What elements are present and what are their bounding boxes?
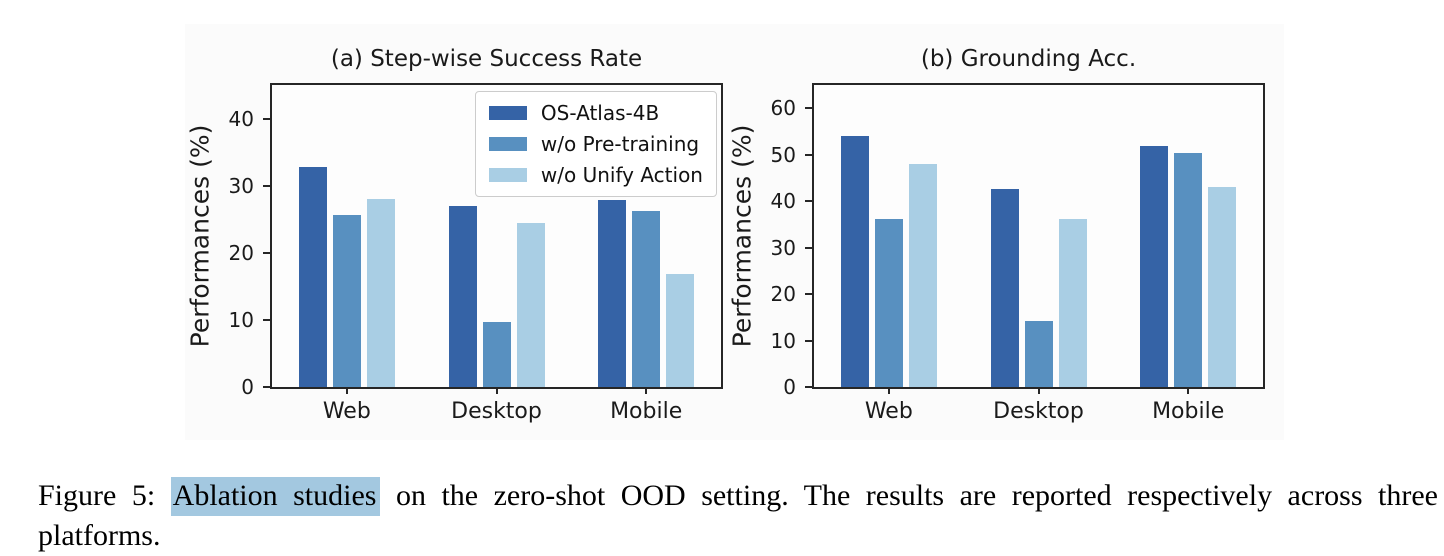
- y-tick-mark: [805, 293, 812, 296]
- figure-canvas: (a) Step-wise Success Rate Performances …: [185, 24, 1284, 440]
- legend-swatch-os-atlas-4b: [488, 106, 527, 120]
- chart-title: (a) Step-wise Success Rate: [330, 46, 643, 72]
- bar-group-mobile: [1113, 85, 1263, 387]
- y-tick-label: 30: [770, 235, 796, 260]
- bar-group-web: [814, 85, 964, 387]
- figure-caption: Figure 5: Ablation studies on the zero-s…: [38, 476, 1438, 556]
- y-tick-mark: [263, 386, 270, 388]
- x-tick-label-web: Web: [864, 399, 913, 424]
- x-tick-label-desktop: Desktop: [451, 399, 542, 424]
- bar-w-o-unify-action-web: [366, 199, 395, 387]
- x-tick-mark: [345, 387, 348, 394]
- legend-label: w/o Unify Action: [540, 163, 703, 187]
- caption-prefix: Figure 5:: [38, 479, 171, 512]
- legend-item: w/o Unify Action: [488, 163, 703, 187]
- y-tick-mark: [263, 184, 270, 187]
- bar-group-mobile: [571, 85, 721, 387]
- y-tick-mark: [805, 200, 812, 203]
- y-tick-mark: [263, 251, 270, 254]
- x-tick-mark: [495, 387, 498, 394]
- bar-group-desktop: [964, 85, 1114, 387]
- x-tick-label-web: Web: [322, 399, 371, 424]
- bar-os-atlas-4b-mobile: [598, 200, 627, 387]
- y-tick-label: 10: [770, 328, 796, 353]
- caption-highlight: Ablation studies: [170, 477, 381, 516]
- legend-label: OS-Atlas-4B: [540, 101, 660, 125]
- x-tick-mark: [887, 387, 890, 394]
- bar-w-o-unify-action-mobile: [1208, 186, 1237, 387]
- chart-grounding-acc: (b) Grounding Acc. Performances (%) 0 10 2…: [728, 46, 1265, 424]
- y-tick-mark: [805, 246, 812, 249]
- bar-groups: [814, 85, 1263, 387]
- bar-os-atlas-4b-desktop: [990, 189, 1019, 387]
- y-tick-mark: [263, 117, 270, 120]
- x-tick-mark: [1187, 387, 1190, 394]
- bar-w-o-unify-action-mobile: [666, 274, 695, 387]
- bar-w-o-pre-training-mobile: [1174, 152, 1203, 387]
- legend: OS-Atlas-4B w/o Pre-training w/o Unify Act…: [474, 91, 717, 197]
- bar-group-desktop: [422, 85, 572, 387]
- bar-group-web: [272, 85, 422, 387]
- caption-suffix: on the zero-shot OOD setting. The result…: [38, 479, 1438, 552]
- x-tick-mark: [645, 387, 648, 394]
- y-tick-label: 50: [770, 142, 796, 167]
- y-tick-mark: [805, 339, 812, 342]
- y-tick-mark: [263, 318, 270, 321]
- bar-w-o-pre-training-desktop: [482, 321, 511, 387]
- y-tick-label: 0: [783, 375, 796, 399]
- bar-w-o-pre-training-desktop: [1024, 321, 1053, 387]
- legend-swatch-w-o-unify-action: [488, 168, 527, 182]
- bar-w-o-pre-training-web: [332, 215, 361, 387]
- y-tick-label: 0: [241, 375, 254, 399]
- y-tick-label: 20: [228, 240, 254, 265]
- legend-label: w/o Pre-training: [540, 132, 700, 156]
- bar-os-atlas-4b-mobile: [1140, 145, 1169, 387]
- bar-w-o-pre-training-mobile: [632, 211, 661, 387]
- bar-w-o-unify-action-desktop: [516, 222, 545, 387]
- y-tick-mark: [805, 153, 812, 156]
- x-tick-label-desktop: Desktop: [993, 399, 1084, 424]
- legend-item: w/o Pre-training: [488, 132, 703, 156]
- x-tick-mark: [1037, 387, 1040, 394]
- y-tick-label: 40: [228, 106, 254, 131]
- y-tick-mark: [805, 107, 812, 110]
- chart-title: (b) Grounding Acc.: [920, 46, 1137, 72]
- bar-w-o-unify-action-web: [908, 164, 937, 387]
- bar-w-o-pre-training-web: [874, 218, 903, 387]
- plot-area: OS-Atlas-4B w/o Pre-training w/o Unify Act…: [272, 85, 721, 387]
- legend-swatch-w-o-pre-training: [488, 137, 527, 151]
- bar-os-atlas-4b-desktop: [448, 205, 477, 387]
- bar-w-o-unify-action-desktop: [1058, 218, 1087, 387]
- bar-os-atlas-4b-web: [840, 136, 869, 387]
- y-tick-label: 10: [228, 307, 254, 332]
- bar-os-atlas-4b-web: [298, 166, 327, 387]
- bar-groups: [272, 85, 721, 387]
- y-tick-mark: [805, 386, 812, 388]
- y-tick-label: 40: [770, 189, 796, 214]
- plot-area: [814, 85, 1263, 387]
- y-tick-label: 30: [228, 173, 254, 198]
- y-tick-label: 60: [770, 96, 796, 121]
- legend-item: OS-Atlas-4B: [488, 101, 703, 125]
- x-tick-label-mobile: Mobile: [1152, 399, 1225, 424]
- y-tick-label: 20: [770, 282, 796, 307]
- chart-step-wise-success-rate: (a) Step-wise Success Rate Performances …: [186, 46, 723, 424]
- x-tick-label-mobile: Mobile: [610, 399, 683, 424]
